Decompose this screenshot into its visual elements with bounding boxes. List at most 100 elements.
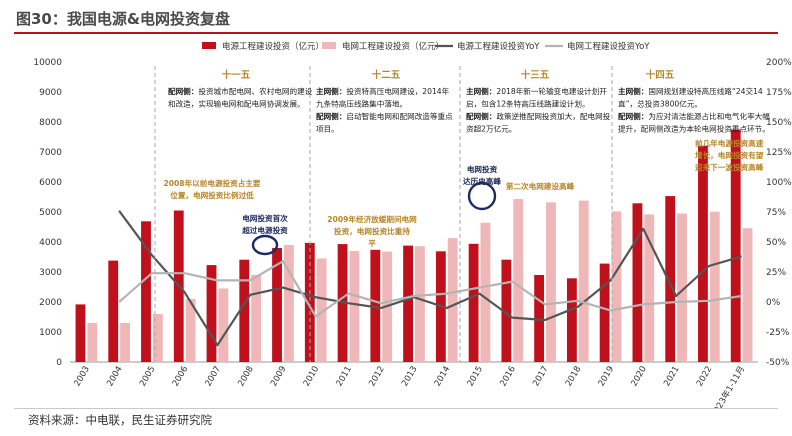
highlight-circle-2016	[467, 181, 497, 211]
right-tick-label: 175%	[766, 88, 792, 98]
era-line: 九条特高压线路集中落地。	[316, 99, 407, 109]
era-title: 十四五	[646, 69, 675, 81]
right-tick-label: 100%	[766, 178, 792, 188]
era-line: 项目。	[316, 125, 339, 134]
x-tick-label: 2020	[629, 365, 648, 389]
x-tick-label: 2008	[236, 365, 255, 389]
grid-bar	[251, 275, 262, 362]
x-tick-label: 2003	[72, 365, 91, 389]
annotation-line: 投资，电网投资比重持	[334, 226, 410, 236]
era-line: 提升，配网侧改造为本轮电网投资重点环节。	[618, 124, 770, 134]
left-tick-label: 6000	[39, 178, 62, 188]
bottom-rule	[14, 408, 778, 409]
x-tick-label: 2010	[302, 365, 321, 389]
right-tick-label: -25%	[766, 328, 790, 338]
x-tick-label: 2021	[662, 365, 681, 389]
grid-bar	[87, 323, 98, 362]
era-block: 十二五主网侧：投资特高压电网建设，2014年九条特高压线路集中落地。配网侧：启动…	[316, 69, 453, 134]
title-rule	[14, 32, 778, 34]
grid-bar	[415, 246, 425, 362]
grid-bar	[578, 200, 589, 362]
annotation-line: 超过电源投资	[241, 225, 288, 235]
grid-bar	[283, 245, 294, 362]
figure-title: 图30：我国电源&电网投资复盘	[16, 10, 230, 28]
left-tick-label: 9000	[39, 88, 62, 98]
era-block: 十三五主网侧：2018年新一轮输变电建设计划开启，包含12条特高压线路建设计划。…	[466, 69, 611, 134]
annotation-line: 平	[368, 239, 376, 248]
investment-chart: 0 1000 2000 3000 4000 5000 6000 7000 8000 9000 100…	[33, 41, 792, 408]
era-title: 十二五	[372, 69, 401, 81]
era-line: 主网侧：国网规划建设特高压线路“24交14	[618, 86, 763, 96]
x-tick-label: 2014	[433, 365, 452, 389]
grid-bar	[742, 228, 753, 362]
era-line: 主网侧：投资特高压电网建设，2014年	[316, 86, 450, 96]
era-line: 配网侧：投资城市配电网、农村电网的建设	[168, 86, 313, 96]
annotation-line: 增长，电网投资有望	[695, 150, 764, 160]
grid-bar	[185, 299, 196, 362]
power-bar	[108, 260, 119, 362]
power-bar	[501, 259, 512, 362]
annotation-line: 迎来下一波投资高峰	[695, 162, 764, 172]
era-line: 配网侧：启动智能电网和配网改造等重点	[316, 111, 453, 121]
legend-label: 电网工程建设投资YoY	[567, 41, 650, 52]
annotation-line: 电网投资首次	[242, 213, 288, 223]
highlight-circle-2009	[251, 234, 279, 256]
right-tick-label: 25%	[766, 268, 786, 278]
left-tick-label: 10000	[33, 58, 62, 68]
era-line: 主网侧：2018年新一轮输变电建设计划开	[466, 86, 607, 96]
left-tick-label: 5000	[39, 208, 62, 218]
grid-bar	[120, 323, 130, 362]
bars	[75, 129, 753, 362]
x-tick-label: 2017	[531, 365, 550, 389]
era-title: 十一五	[222, 69, 251, 81]
x-tick-label: 2023年1-11月	[709, 364, 747, 408]
annotation-second-peak: 第二次电网建设高峰	[506, 181, 575, 191]
annotation-line: 达历史高峰	[463, 176, 501, 186]
x-tick-label: 2016	[498, 365, 517, 389]
left-tick-label: 0	[56, 358, 62, 368]
x-tick-label: 2009	[269, 365, 288, 389]
right-tick-label: -50%	[766, 358, 790, 368]
power-bar	[566, 278, 577, 362]
power-bar	[75, 304, 86, 362]
power-bar	[239, 259, 250, 362]
grid-bar	[546, 202, 556, 362]
annotation-line: 位置，电网投资比例过低	[170, 190, 254, 200]
right-tick-label: 75%	[766, 208, 786, 218]
power-bar	[730, 129, 741, 362]
grid-bar	[218, 288, 229, 362]
power-bar	[468, 243, 479, 362]
era-line: 直”，总投资3800亿元。	[618, 99, 702, 109]
x-tick-label: 2007	[204, 365, 223, 389]
x-tick-label: 2012	[367, 365, 386, 389]
power-bar	[370, 249, 381, 362]
x-tick-label: 2011	[335, 365, 354, 389]
right-tick-label: 0%	[766, 298, 781, 308]
x-tick-label: 2018	[564, 365, 583, 389]
left-tick-label: 3000	[39, 268, 62, 278]
legend: 电源工程建设投资（亿元） 电网工程建设投资（亿元） 电源工程建设投资YoY 电网工程建…	[202, 41, 650, 52]
era-line: 配网侧：政策逆推配网投资加大，配电网投	[466, 111, 611, 121]
grid-bar	[152, 314, 163, 362]
power-bar	[632, 203, 643, 362]
right-tick-label: 200%	[766, 58, 792, 68]
annotation-line: 2009年经济放缓期间电网	[327, 214, 417, 224]
annotation-line: 电网投资	[467, 164, 498, 174]
source-note: 资料来源：中电联，民生证券研究院	[28, 413, 212, 427]
annotation-line: 第二次电网建设高峰	[506, 181, 575, 191]
annotation-line: 2008年以前电源投资占主要	[163, 178, 260, 188]
power-bar	[599, 263, 610, 362]
x-tick-label: 2006	[171, 365, 190, 389]
era-line: 启，包含12条特高压线路建设计划。	[466, 99, 590, 109]
right-tick-label: 150%	[766, 118, 792, 128]
left-tick-label: 1000	[39, 328, 62, 338]
grid-bar	[709, 211, 720, 362]
left-tick-label: 7000	[39, 148, 62, 158]
x-tick-label: 2005	[138, 365, 157, 389]
power-bar	[272, 248, 282, 362]
